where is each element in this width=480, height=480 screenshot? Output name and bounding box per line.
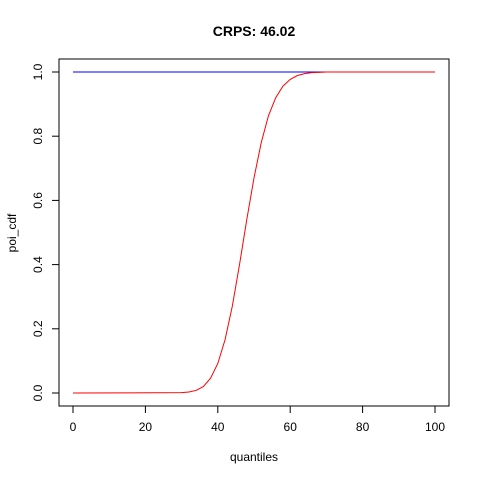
y-tick-label: 0.8	[31, 128, 45, 145]
chart-title: CRPS: 46.02	[213, 23, 296, 39]
x-tick-label: 100	[425, 420, 445, 434]
y-axis: 0.0 0.2 0.4 0.6 0.8 1.0	[31, 63, 60, 401]
x-tick-label: 0	[70, 420, 77, 434]
y-tick-label: 0.4	[31, 256, 45, 273]
y-tick-label: 0.6	[31, 192, 45, 209]
series-line-2	[72, 71, 435, 394]
plot-area	[72, 71, 435, 394]
x-tick-label: 80	[356, 420, 370, 434]
x-tick-label: 60	[284, 420, 298, 434]
x-tick-label: 20	[139, 420, 153, 434]
y-tick-label: 0.0	[31, 384, 45, 401]
x-axis-label: quantiles	[230, 450, 278, 464]
x-axis: 0 20 40 60 80 100	[70, 405, 445, 434]
y-tick-label: 1.0	[31, 63, 45, 80]
y-axis-label: poi_cdf	[5, 213, 19, 252]
x-tick-label: 40	[211, 420, 225, 434]
y-tick-label: 0.2	[31, 320, 45, 337]
